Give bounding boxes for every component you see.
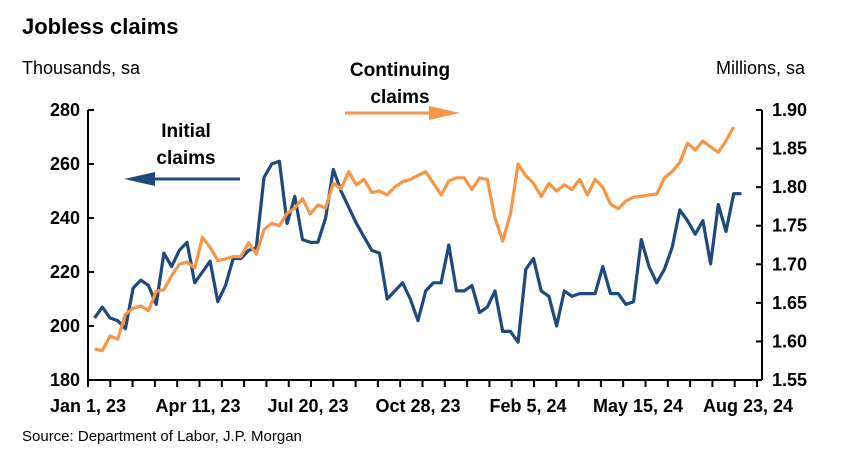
continuing-claims-label-line2: claims xyxy=(370,87,429,108)
right-tick-label: 1.70 xyxy=(772,254,807,274)
right-axis-label: Millions, sa xyxy=(716,58,806,78)
right-tick-label: 1.55 xyxy=(772,370,807,390)
chart-title: Jobless claims xyxy=(22,14,179,39)
left-tick-label: 280 xyxy=(50,100,80,120)
x-tick-label: Oct 28, 23 xyxy=(375,396,460,416)
right-tick-label: 1.60 xyxy=(772,331,807,351)
continuing-claims-label-line1: Continuing xyxy=(350,60,450,81)
x-tick-label: Jul 20, 23 xyxy=(267,396,348,416)
left-tick-label: 180 xyxy=(50,370,80,390)
x-tick-label: Jan 1, 23 xyxy=(50,396,126,416)
initial-claims-label-line2: claims xyxy=(156,148,215,169)
right-tick-label: 1.90 xyxy=(772,100,807,120)
arrow-left-icon xyxy=(124,172,155,186)
x-tick-label: Feb 5, 24 xyxy=(489,396,566,416)
right-tick-label: 1.85 xyxy=(772,139,807,159)
initial-claims-label-line1: Initial xyxy=(161,121,211,142)
left-tick-label: 260 xyxy=(50,154,80,174)
right-tick-label: 1.65 xyxy=(772,293,807,313)
source-note: Source: Department of Labor, J.P. Morgan xyxy=(22,428,302,445)
left-tick-label: 220 xyxy=(50,262,80,282)
right-tick-label: 1.80 xyxy=(772,177,807,197)
x-tick-label: Aug 23, 24 xyxy=(703,396,793,416)
left-tick-label: 200 xyxy=(50,316,80,336)
left-axis-label: Thousands, sa xyxy=(22,58,141,78)
x-tick-label: Apr 11, 23 xyxy=(155,396,240,416)
right-tick-label: 1.75 xyxy=(772,216,807,236)
x-tick-label: May 15, 24 xyxy=(593,396,683,416)
series-line-initial-claims xyxy=(93,159,742,344)
arrow-right-icon xyxy=(429,106,460,120)
left-tick-label: 240 xyxy=(50,208,80,228)
series-line-continuing-claims xyxy=(94,126,736,353)
